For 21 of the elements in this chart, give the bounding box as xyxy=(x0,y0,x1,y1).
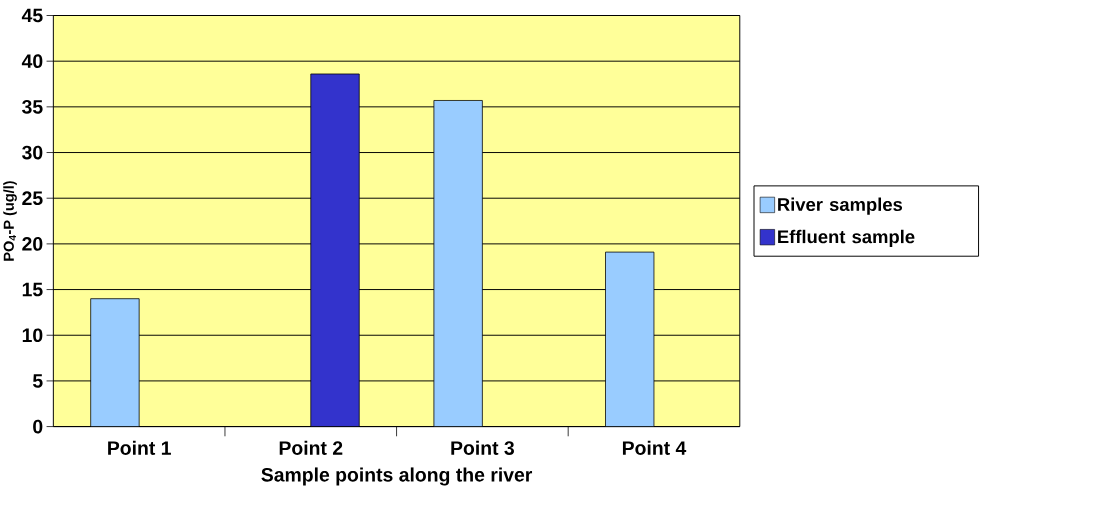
y-tick-label: 15 xyxy=(22,282,43,297)
x-tick-label: Point 1 xyxy=(108,440,171,455)
x-tick-label: Point 4 xyxy=(622,440,687,455)
bar xyxy=(433,99,483,427)
x-tick-label: Point 3 xyxy=(451,440,514,455)
y-tick-label: 0 xyxy=(33,419,43,434)
x-axis-title: Sample points along the river xyxy=(261,467,533,486)
bar xyxy=(605,251,655,427)
y-tick-label: 5 xyxy=(32,374,43,388)
legend-label: Effluent sample xyxy=(778,229,915,247)
y-axis-title: PO$_{4}$-P (ug/l) xyxy=(3,180,17,261)
y-tick-label: 20 xyxy=(22,236,43,251)
y-tick-label: 10 xyxy=(22,328,43,342)
x-tick-label: Point 2 xyxy=(279,440,343,455)
y-tick-label: 30 xyxy=(22,145,43,160)
y-tick-label: 40 xyxy=(21,54,43,68)
legend-label: River samples xyxy=(778,197,903,215)
y-tick-label: 45 xyxy=(21,8,43,23)
y-tick-label: 35 xyxy=(22,99,43,114)
y-tick-label: 25 xyxy=(22,191,43,205)
bar xyxy=(90,298,140,427)
